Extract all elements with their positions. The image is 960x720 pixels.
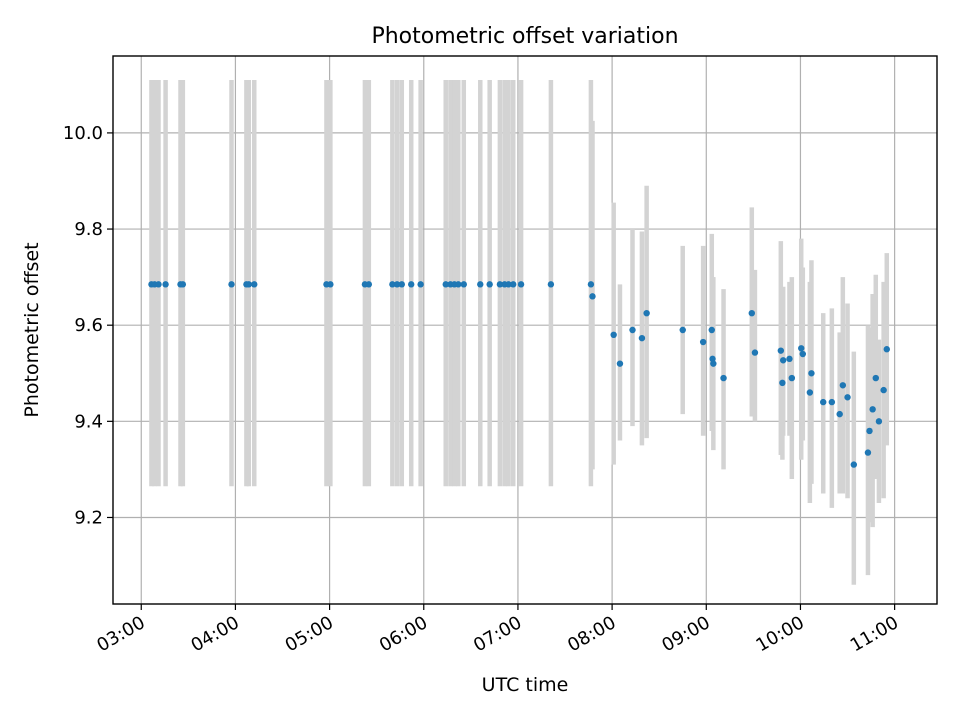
data-point	[708, 326, 715, 334]
data-point	[710, 360, 717, 367]
data-point	[408, 281, 415, 288]
data-point	[679, 326, 686, 334]
data-point	[398, 281, 405, 288]
x-tick-label: 09:00	[658, 612, 713, 656]
data-point	[365, 281, 373, 288]
data-point	[505, 281, 512, 288]
data-point	[866, 427, 873, 435]
x-tick-label: 10:00	[753, 612, 808, 656]
data-point	[442, 281, 449, 288]
data-point	[460, 281, 467, 288]
data-point	[875, 418, 883, 425]
data-point	[836, 410, 843, 418]
data-point	[806, 389, 814, 396]
data-point	[486, 281, 493, 288]
x-tick-label: 11:00	[847, 612, 902, 656]
x-axis-label: UTC time	[482, 674, 569, 696]
y-tick-label: 9.6	[74, 315, 103, 336]
x-tick-label: 03:00	[93, 612, 148, 656]
y-axis-label: Photometric offset	[21, 242, 43, 417]
data-point	[880, 386, 887, 394]
data-point	[643, 309, 650, 317]
data-point	[869, 406, 876, 413]
y-tick-label: 9.2	[74, 507, 103, 528]
data-point	[844, 394, 851, 401]
x-tick-label: 05:00	[282, 612, 337, 656]
data-point	[808, 370, 815, 377]
data-point	[477, 281, 484, 288]
data-point	[748, 309, 755, 317]
data-point	[589, 293, 596, 300]
data-point	[587, 281, 595, 288]
data-point	[155, 281, 162, 288]
data-point	[839, 382, 847, 389]
data-point	[547, 281, 555, 288]
y-tick-label: 10.0	[63, 123, 103, 144]
data-point	[828, 398, 836, 406]
data-point	[883, 346, 890, 353]
x-tick-label: 04:00	[187, 612, 242, 656]
point-layer	[148, 281, 890, 468]
y-ticks: 9.2 9.4 9.6 9.8 10.0	[63, 123, 113, 528]
x-tick-label: 06:00	[376, 612, 431, 656]
data-point	[779, 357, 787, 364]
data-point	[751, 349, 759, 356]
data-point	[251, 281, 258, 288]
x-tick-label: 08:00	[564, 612, 619, 656]
data-point	[162, 281, 169, 288]
data-point	[610, 331, 617, 339]
data-point	[616, 360, 624, 367]
data-point	[629, 326, 636, 334]
data-point	[798, 345, 805, 352]
data-point	[786, 355, 793, 363]
chart-title: Photometric offset variation	[371, 24, 678, 49]
data-point	[245, 281, 252, 288]
data-point	[872, 374, 879, 382]
data-point	[720, 374, 727, 382]
data-point	[455, 281, 462, 288]
data-point	[864, 449, 872, 456]
x-ticks: 03:00 04:00 05:00 06:00 07:00 08:00 09:00 10:00…	[93, 604, 902, 656]
data-point	[517, 281, 525, 288]
data-point	[788, 374, 796, 382]
y-tick-label: 9.4	[74, 411, 103, 432]
data-point	[709, 355, 716, 363]
x-tick-label: 07:00	[470, 612, 525, 656]
data-point	[779, 379, 786, 387]
data-point	[179, 281, 187, 288]
plot-frame	[112, 55, 938, 605]
data-point	[389, 281, 396, 288]
errorbar-layer	[149, 80, 890, 585]
data-point	[496, 281, 504, 288]
data-point	[228, 281, 235, 288]
data-point	[820, 398, 827, 406]
data-point	[699, 338, 707, 346]
data-point	[327, 281, 334, 288]
data-point	[393, 281, 401, 288]
y-tick-label: 9.8	[74, 219, 103, 240]
data-point	[777, 347, 785, 354]
data-point	[799, 350, 807, 358]
data-point	[417, 281, 424, 288]
data-point	[850, 461, 858, 468]
data-point	[510, 281, 517, 288]
data-point	[638, 334, 646, 342]
